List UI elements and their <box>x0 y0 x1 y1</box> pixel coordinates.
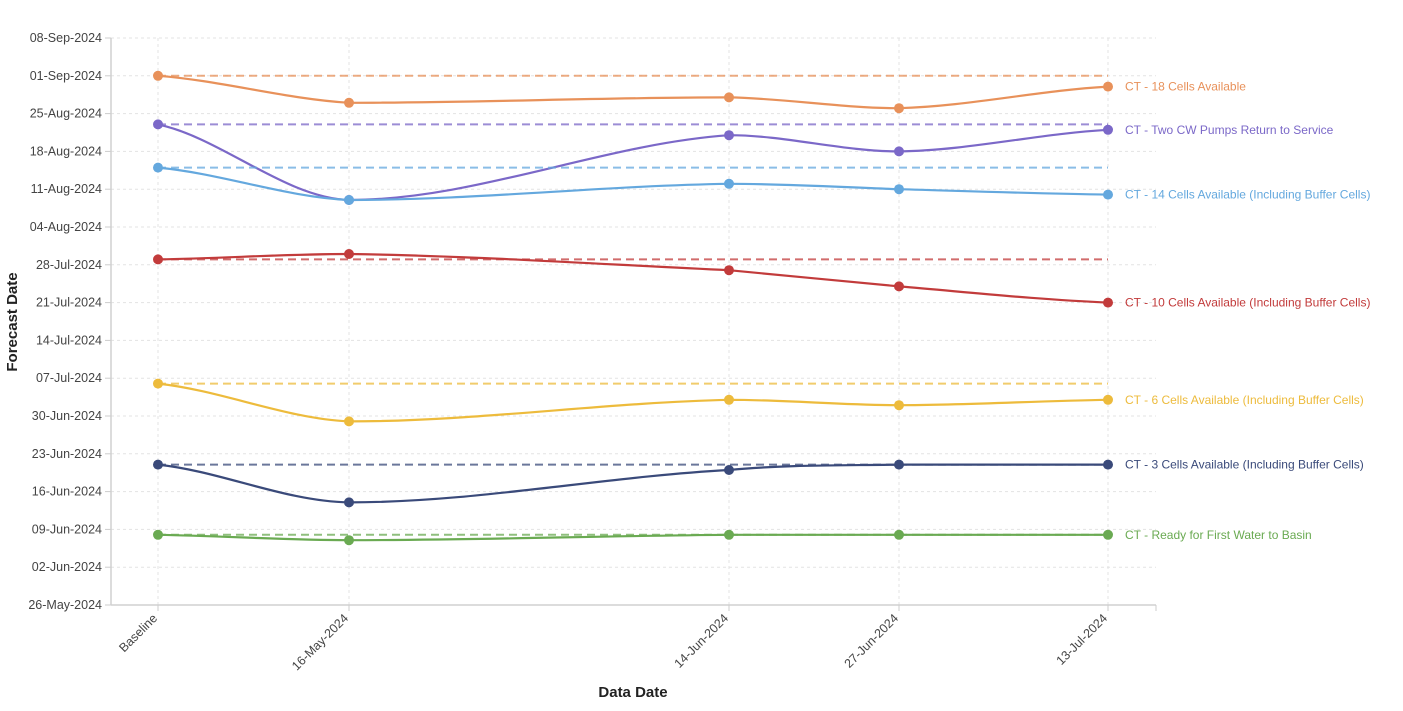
y-tick-label: 02-Jun-2024 <box>32 560 102 574</box>
data-point[interactable] <box>153 119 163 130</box>
series-4: CT - 6 Cells Available (Including Buffer… <box>153 378 1364 427</box>
data-point[interactable] <box>1103 81 1113 92</box>
y-tick-label: 21-Jul-2024 <box>36 296 102 310</box>
data-point[interactable] <box>894 146 904 157</box>
series-3: CT - 10 Cells Available (Including Buffe… <box>153 249 1370 310</box>
gridlines <box>111 37 1156 606</box>
series-line <box>157 252 1109 304</box>
series-line <box>157 533 1108 542</box>
x-axis-title: Data Date <box>598 684 667 701</box>
series-label: CT - 18 Cells Available <box>1125 80 1246 94</box>
y-axis-title: Forecast Date <box>4 272 21 371</box>
data-point[interactable] <box>344 497 354 508</box>
series-line <box>157 74 1109 110</box>
y-tick-label: 25-Aug-2024 <box>30 107 102 121</box>
y-tick-label: 01-Sep-2024 <box>30 69 102 83</box>
x-tick-label: 16-May-2024 <box>289 611 351 673</box>
data-point[interactable] <box>894 103 904 114</box>
data-point[interactable] <box>1103 124 1113 135</box>
data-point[interactable] <box>724 178 734 189</box>
series-2: CT - 14 Cells Available (Including Buffe… <box>153 162 1370 205</box>
series-line <box>157 123 1109 202</box>
data-point[interactable] <box>153 529 163 540</box>
y-tick-label: 18-Aug-2024 <box>30 144 102 158</box>
y-tick-label: 23-Jun-2024 <box>32 447 102 461</box>
data-point[interactable] <box>344 195 354 205</box>
series-label: CT - 10 Cells Available (Including Buffe… <box>1125 296 1370 310</box>
data-point[interactable] <box>153 378 163 389</box>
y-tick-label: 11-Aug-2024 <box>31 182 102 196</box>
y-tick-label: 30-Jun-2024 <box>32 409 102 423</box>
series-label: CT - 3 Cells Available (Including Buffer… <box>1125 458 1364 472</box>
x-tick-label: 27-Jun-2024 <box>842 611 902 671</box>
axes: 26-May-2024 02-Jun-2024 09-Jun-2024 16-Jun-… <box>28 31 1157 673</box>
x-tick-label: Baseline <box>116 611 160 655</box>
data-point[interactable] <box>344 416 354 427</box>
data-point[interactable] <box>344 249 354 259</box>
data-point[interactable] <box>894 529 904 540</box>
series-label: CT - 6 Cells Available (Including Buffer… <box>1125 393 1364 407</box>
data-point[interactable] <box>344 97 354 108</box>
data-point[interactable] <box>894 400 904 411</box>
series-6: CT - Ready for First Water to Basin <box>153 528 1312 546</box>
data-point[interactable] <box>894 281 904 292</box>
y-tick-label: 07-Jul-2024 <box>36 371 102 385</box>
y-tick-label: 28-Jul-2024 <box>36 258 102 272</box>
y-tick-label: 14-Jul-2024 <box>36 333 102 347</box>
data-point[interactable] <box>1103 459 1113 470</box>
data-point[interactable] <box>724 465 734 475</box>
series-line <box>157 166 1109 202</box>
series-label: CT - Two CW Pumps Return to Service <box>1125 123 1334 137</box>
data-point[interactable] <box>724 265 734 276</box>
series-line <box>157 463 1108 504</box>
y-tick-label: 04-Aug-2024 <box>30 220 102 234</box>
series-label: CT - Ready for First Water to Basin <box>1125 528 1312 542</box>
series-5: CT - 3 Cells Available (Including Buffer… <box>153 458 1364 508</box>
x-tick-label: 13-Jul-2024 <box>1054 611 1111 668</box>
data-point[interactable] <box>344 535 354 546</box>
data-point[interactable] <box>894 459 904 470</box>
data-point[interactable] <box>724 529 734 540</box>
data-point[interactable] <box>1103 189 1113 200</box>
y-tick-label: 08-Sep-2024 <box>30 31 102 45</box>
data-point[interactable] <box>1103 529 1113 540</box>
series-layer: CT - 18 Cells Available CT - Two CW Pumps… <box>153 70 1370 546</box>
y-tick-label: 26-May-2024 <box>28 598 102 612</box>
data-point[interactable] <box>1103 297 1113 308</box>
data-point[interactable] <box>1103 394 1113 405</box>
y-tick-label: 09-Jun-2024 <box>32 522 102 536</box>
data-point[interactable] <box>153 459 163 470</box>
data-point[interactable] <box>894 184 904 195</box>
data-point[interactable] <box>153 254 163 265</box>
data-point[interactable] <box>724 394 734 405</box>
data-point[interactable] <box>153 162 163 173</box>
series-line <box>157 382 1109 423</box>
data-point[interactable] <box>153 70 163 81</box>
data-point[interactable] <box>724 130 734 141</box>
x-tick-label: 14-Jun-2024 <box>672 611 732 671</box>
series-label: CT - 14 Cells Available (Including Buffe… <box>1125 188 1370 202</box>
y-tick-label: 16-Jun-2024 <box>32 485 102 499</box>
data-point[interactable] <box>724 92 734 103</box>
series-0: CT - 18 Cells Available <box>153 70 1246 114</box>
